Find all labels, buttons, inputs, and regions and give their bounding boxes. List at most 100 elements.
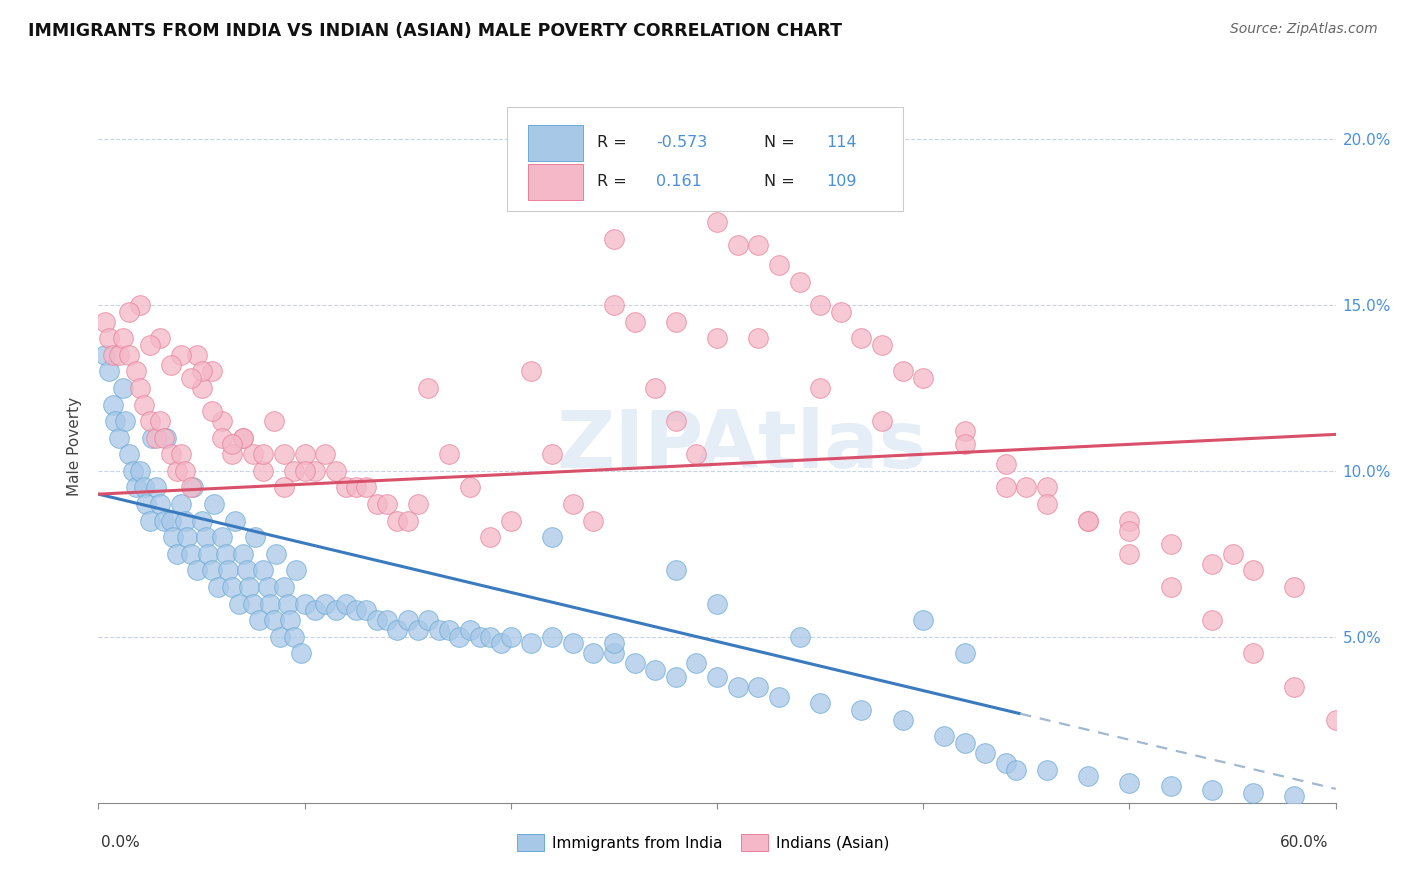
Point [128,381,150,395]
Point [242,447,264,461]
Point [603,636,626,650]
Point [891,713,914,727]
Point [561,497,583,511]
Point [232,547,254,561]
Point [217,564,239,578]
Point [1118,776,1140,790]
Point [304,464,326,478]
Point [603,647,626,661]
Point [141,431,163,445]
Point [356,481,378,495]
Legend: Immigrants from India, Indians (Asian): Immigrants from India, Indians (Asian) [510,828,896,857]
Point [953,437,976,451]
Point [238,580,260,594]
Point [159,514,181,528]
Point [396,613,419,627]
Point [1201,613,1223,627]
Point [644,663,666,677]
Point [1077,514,1099,528]
Point [228,597,250,611]
Point [665,414,688,428]
Point [132,397,155,411]
Point [93,314,115,328]
Point [232,431,254,445]
Point [375,497,398,511]
Text: 60.0%: 60.0% [1281,836,1329,850]
Point [155,431,177,445]
Point [283,464,305,478]
Point [768,690,790,704]
Point [145,481,167,495]
Point [1036,497,1059,511]
Point [375,613,398,627]
Point [122,464,145,478]
Point [706,670,728,684]
Text: Source: ZipAtlas.com: Source: ZipAtlas.com [1230,22,1378,37]
Point [789,275,811,289]
Point [236,564,259,578]
Point [166,464,188,478]
Point [224,514,246,528]
Point [479,630,502,644]
Point [1324,713,1347,727]
Point [124,481,146,495]
Point [304,603,326,617]
Point [335,481,357,495]
Point [603,298,626,312]
Point [1005,763,1028,777]
Point [285,564,308,578]
Point [211,431,233,445]
Point [541,630,564,644]
Point [974,746,997,760]
Point [458,624,481,638]
Point [247,613,270,627]
Point [264,547,287,561]
Point [768,258,790,272]
Point [1118,514,1140,528]
Point [870,338,893,352]
Point [1118,524,1140,538]
Point [186,564,208,578]
Point [994,481,1017,495]
Point [1015,481,1038,495]
Point [101,397,124,411]
Point [278,613,301,627]
Point [706,215,728,229]
Point [489,636,512,650]
Point [932,730,955,744]
Point [747,238,769,252]
Point [207,580,229,594]
Point [603,231,626,245]
Point [180,481,202,495]
Point [97,331,120,345]
Text: 114: 114 [825,136,856,150]
Point [314,447,336,461]
Point [242,597,264,611]
Point [406,624,429,638]
Point [520,636,543,650]
Point [994,756,1017,770]
Point [186,348,208,362]
Point [211,414,233,428]
Point [1284,580,1306,594]
Point [366,613,388,627]
Point [1241,564,1264,578]
Point [541,447,564,461]
Point [294,597,316,611]
Point [685,447,707,461]
Point [202,497,225,511]
Point [520,364,543,378]
Point [808,298,831,312]
Point [727,238,749,252]
Point [1160,580,1182,594]
Point [325,603,347,617]
Point [290,647,312,661]
Point [114,414,136,428]
Y-axis label: Male Poverty: Male Poverty [67,396,83,496]
Point [112,381,135,395]
Text: R =: R = [598,175,631,189]
Point [994,457,1017,471]
Point [912,371,935,385]
Point [561,636,583,650]
Point [181,481,204,495]
